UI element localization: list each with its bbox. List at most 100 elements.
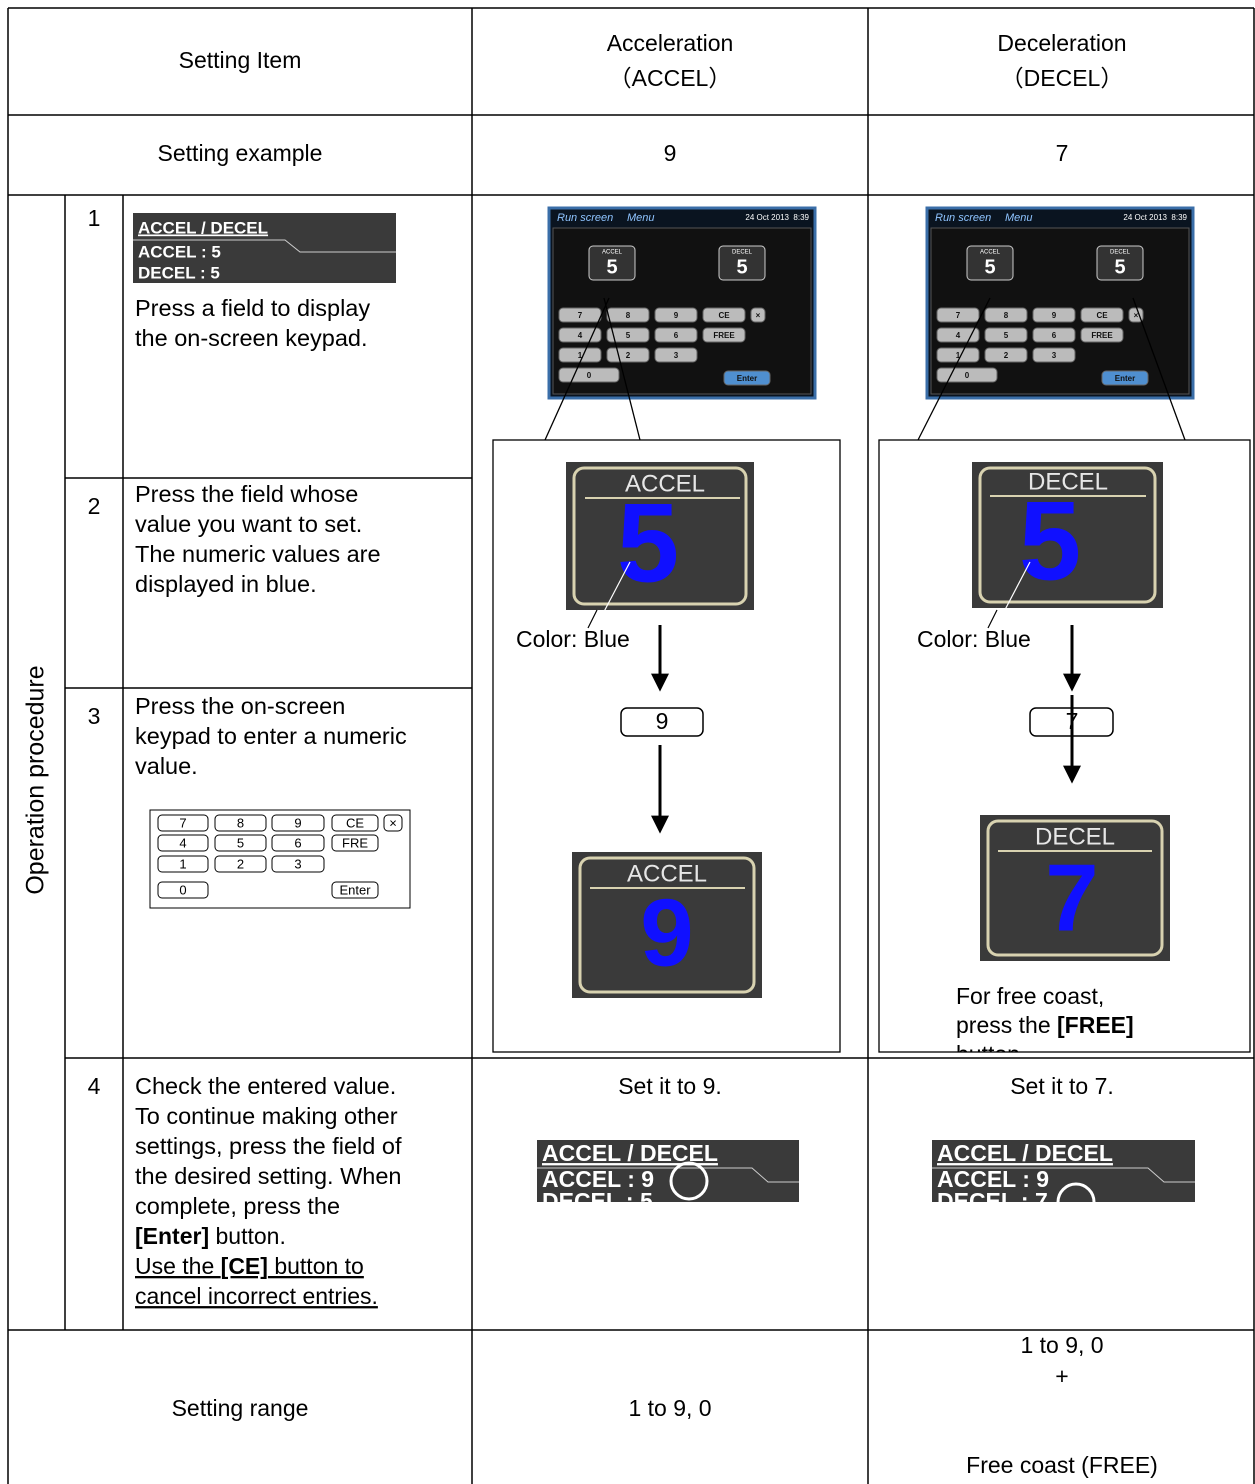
button-name: [FREE] (1057, 1012, 1134, 1038)
field-value: 7 (1045, 844, 1098, 951)
step-text: keypad to enter a numeric (135, 723, 407, 749)
key (1032, 307, 1076, 323)
key-label: CE (346, 815, 364, 830)
key-label: 3 (294, 856, 301, 871)
cell: 1 to 9, 0 (628, 1395, 711, 1421)
key-label: 7 (179, 815, 186, 830)
step-text: To continue making other (135, 1103, 398, 1129)
key (271, 814, 325, 832)
step-number: 2 (88, 493, 101, 519)
key-label: 5 (626, 331, 631, 340)
field (718, 245, 766, 281)
field-value: 5 (1019, 479, 1081, 604)
tab: Run screen (557, 212, 613, 224)
screen-line: ACCEL : 9 (542, 1166, 654, 1192)
step-text: Use the [CE] button to (135, 1253, 364, 1279)
row-label: Operation procedure (22, 665, 50, 894)
step-number: 4 (88, 1073, 101, 1099)
key-label: Enter (1115, 374, 1135, 383)
header-cell: Acceleration (607, 30, 734, 56)
key (606, 307, 650, 323)
key-label: 0 (587, 371, 592, 380)
annotation: Color: Blue (917, 626, 1031, 652)
key-label: × (1134, 311, 1139, 320)
decel-panel: DECEL 5 Color: Blue 7 DECEL 7 For free c… (917, 462, 1170, 1067)
tab: Run screen (935, 212, 991, 224)
key-label: 9 (1052, 311, 1057, 320)
tab: Menu (1005, 212, 1033, 224)
step-text: displayed in blue. (135, 571, 317, 597)
key-label: × (756, 311, 761, 320)
annotation: Color: Blue (516, 626, 630, 652)
key-label: 1 (956, 351, 961, 360)
key (157, 855, 209, 873)
key-label: 8 (626, 311, 631, 320)
row-label: Setting example (158, 140, 323, 166)
key-label: CE (1096, 311, 1108, 320)
step-text: complete, press the (135, 1193, 340, 1219)
input-value: 9 (656, 708, 669, 734)
screen-title: ACCEL / DECEL (937, 1140, 1113, 1166)
key-label: 6 (294, 835, 301, 850)
button-name: [Enter] (135, 1223, 209, 1249)
key (1080, 307, 1124, 323)
key (1101, 370, 1149, 386)
step-number: 1 (88, 205, 101, 231)
key (723, 370, 771, 386)
key (1032, 347, 1076, 363)
note: Set it to 7. (1010, 1073, 1114, 1099)
note: For free coast, (956, 983, 1104, 1009)
key-label: 9 (294, 815, 301, 830)
key-label: 1 (578, 351, 583, 360)
key (331, 834, 379, 852)
key (214, 834, 267, 852)
key-label: 5 (237, 835, 244, 850)
field-label: DECEL (1110, 250, 1131, 256)
table-lines (7, 7, 1255, 1484)
key (331, 814, 379, 832)
key (936, 307, 980, 323)
field (588, 245, 636, 281)
field-value: 9 (640, 879, 693, 986)
screen-snippet: ACCEL / DECEL ACCEL : 5 DECEL : 5 (133, 213, 396, 283)
step-text: cancel incorrect entries. (135, 1283, 378, 1309)
key-label: 2 (237, 856, 244, 871)
field-label: ACCEL (602, 250, 623, 256)
key (606, 327, 650, 343)
key-label: CE (718, 311, 730, 320)
screen-line: DECEL : 7 (937, 1188, 1048, 1214)
key (702, 327, 746, 343)
key-label: 0 (179, 882, 186, 897)
header-cell: （ACCEL） (609, 65, 732, 91)
key (214, 855, 267, 873)
key (654, 327, 698, 343)
screen-snippet: ACCEL / DECEL ACCEL : 9 DECEL : 5 ACCEL … (537, 1140, 1195, 1222)
step-text: the desired setting. When (135, 1163, 402, 1189)
text: Use the (135, 1253, 221, 1279)
field-label: ACCEL (980, 250, 1001, 256)
key (984, 327, 1028, 343)
key-label: 9 (674, 311, 679, 320)
key (157, 834, 209, 852)
key (214, 814, 267, 832)
key-label: 3 (1052, 351, 1057, 360)
accel-panel: ACCEL 5 Color: Blue 9 ACCEL 9 (516, 462, 762, 998)
cell: 7 (1056, 140, 1069, 166)
field-label: ACCEL (627, 860, 707, 887)
key-label: FREE (713, 331, 735, 340)
key (271, 855, 325, 873)
note: press the [FREE] (956, 1012, 1134, 1038)
field-label: ACCEL (625, 470, 705, 497)
text: press the (956, 1012, 1057, 1038)
text: button to (268, 1253, 364, 1279)
screen-line: ACCEL : 5 (138, 242, 221, 261)
key-label: FREE (1091, 331, 1113, 340)
text: button. (209, 1223, 286, 1249)
note: Set it to 9. (618, 1073, 722, 1099)
key-label: Enter (339, 882, 371, 897)
key-label: 2 (1004, 351, 1009, 360)
key (936, 367, 998, 383)
key-label: 2 (626, 351, 631, 360)
key (654, 307, 698, 323)
note: button. (956, 1041, 1026, 1067)
